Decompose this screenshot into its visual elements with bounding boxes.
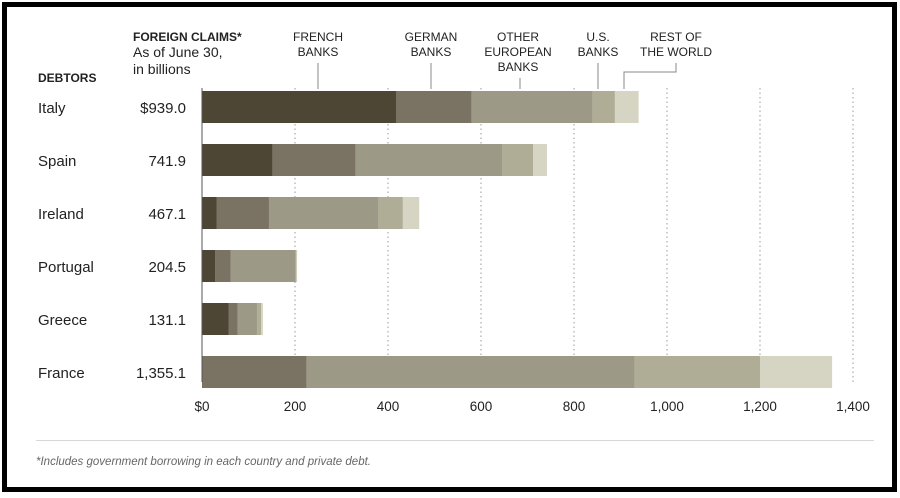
total-label: 1,355.1 (136, 365, 186, 382)
legend-label: OTHER (497, 30, 539, 44)
footnote-divider (36, 440, 874, 441)
bar-segment (202, 250, 216, 282)
bar-segment (296, 250, 298, 282)
bar-segment (268, 197, 379, 229)
category-label: Spain (38, 153, 76, 170)
category-label: France (38, 365, 85, 382)
bar-segment (502, 144, 534, 176)
bar-segment (202, 303, 229, 335)
bar-segment (215, 250, 231, 282)
bar-segment (202, 144, 273, 176)
legend-label: BANKS (298, 45, 339, 59)
legend-label: BANKS (498, 60, 539, 74)
legend-leader (623, 63, 677, 89)
bar-segment (261, 303, 263, 335)
bar-segment (228, 303, 238, 335)
x-tick-label: 1,000 (650, 399, 684, 414)
x-tick-label: 1,400 (836, 399, 870, 414)
bar-segment (230, 250, 295, 282)
bar-segment (592, 91, 615, 123)
bar-segment (533, 144, 547, 176)
category-label: Italy (38, 100, 66, 117)
x-tick-label: 200 (284, 399, 307, 414)
bar-segment (614, 91, 639, 123)
category-label: Portugal (38, 259, 94, 276)
total-label: 131.1 (148, 312, 186, 329)
chart-subtitle-line1: As of June 30, (133, 44, 223, 60)
bar-segment (634, 356, 760, 388)
chart-subtitle-line2: in billions (133, 61, 191, 77)
total-label: $939.0 (140, 100, 186, 117)
bar-segment (471, 91, 593, 123)
bar-segment (378, 197, 403, 229)
bar-segment (760, 356, 833, 388)
bar-segment (202, 197, 217, 229)
chart-frame (2, 2, 897, 492)
x-tick-label: 1,200 (743, 399, 777, 414)
bar-segment (202, 91, 397, 123)
bar-segment (202, 356, 307, 388)
legend-label: THE WORLD (640, 45, 712, 59)
bar-segment (257, 303, 262, 335)
bar-segment (355, 144, 503, 176)
total-label: 467.1 (148, 206, 186, 223)
legend-label: BANKS (578, 45, 619, 59)
bar-segment (396, 91, 472, 123)
legend-label: REST OF (650, 30, 702, 44)
legend-label: BANKS (411, 45, 452, 59)
bar-segment (237, 303, 258, 335)
bar-segment (295, 250, 297, 282)
bar-segment (216, 197, 269, 229)
bar-segment (272, 144, 356, 176)
legend-label: EUROPEAN (484, 45, 551, 59)
x-tick-label: 400 (377, 399, 400, 414)
bar-segment (306, 356, 635, 388)
total-label: 204.5 (148, 259, 186, 276)
x-tick-label: $0 (194, 399, 209, 414)
legend-label: GERMAN (405, 30, 458, 44)
legend-label: U.S. (586, 30, 609, 44)
total-label: 741.9 (148, 153, 186, 170)
x-tick-label: 600 (470, 399, 493, 414)
category-label: Ireland (38, 206, 84, 223)
x-tick-label: 800 (563, 399, 586, 414)
category-label: Greece (38, 312, 87, 329)
bar-segment (402, 197, 420, 229)
chart-title: FOREIGN CLAIMS* (133, 30, 242, 44)
legend-label: FRENCH (293, 30, 343, 44)
footnote: *Includes government borrowing in each c… (36, 456, 371, 468)
debtors-label: DEBTORS (38, 71, 96, 85)
